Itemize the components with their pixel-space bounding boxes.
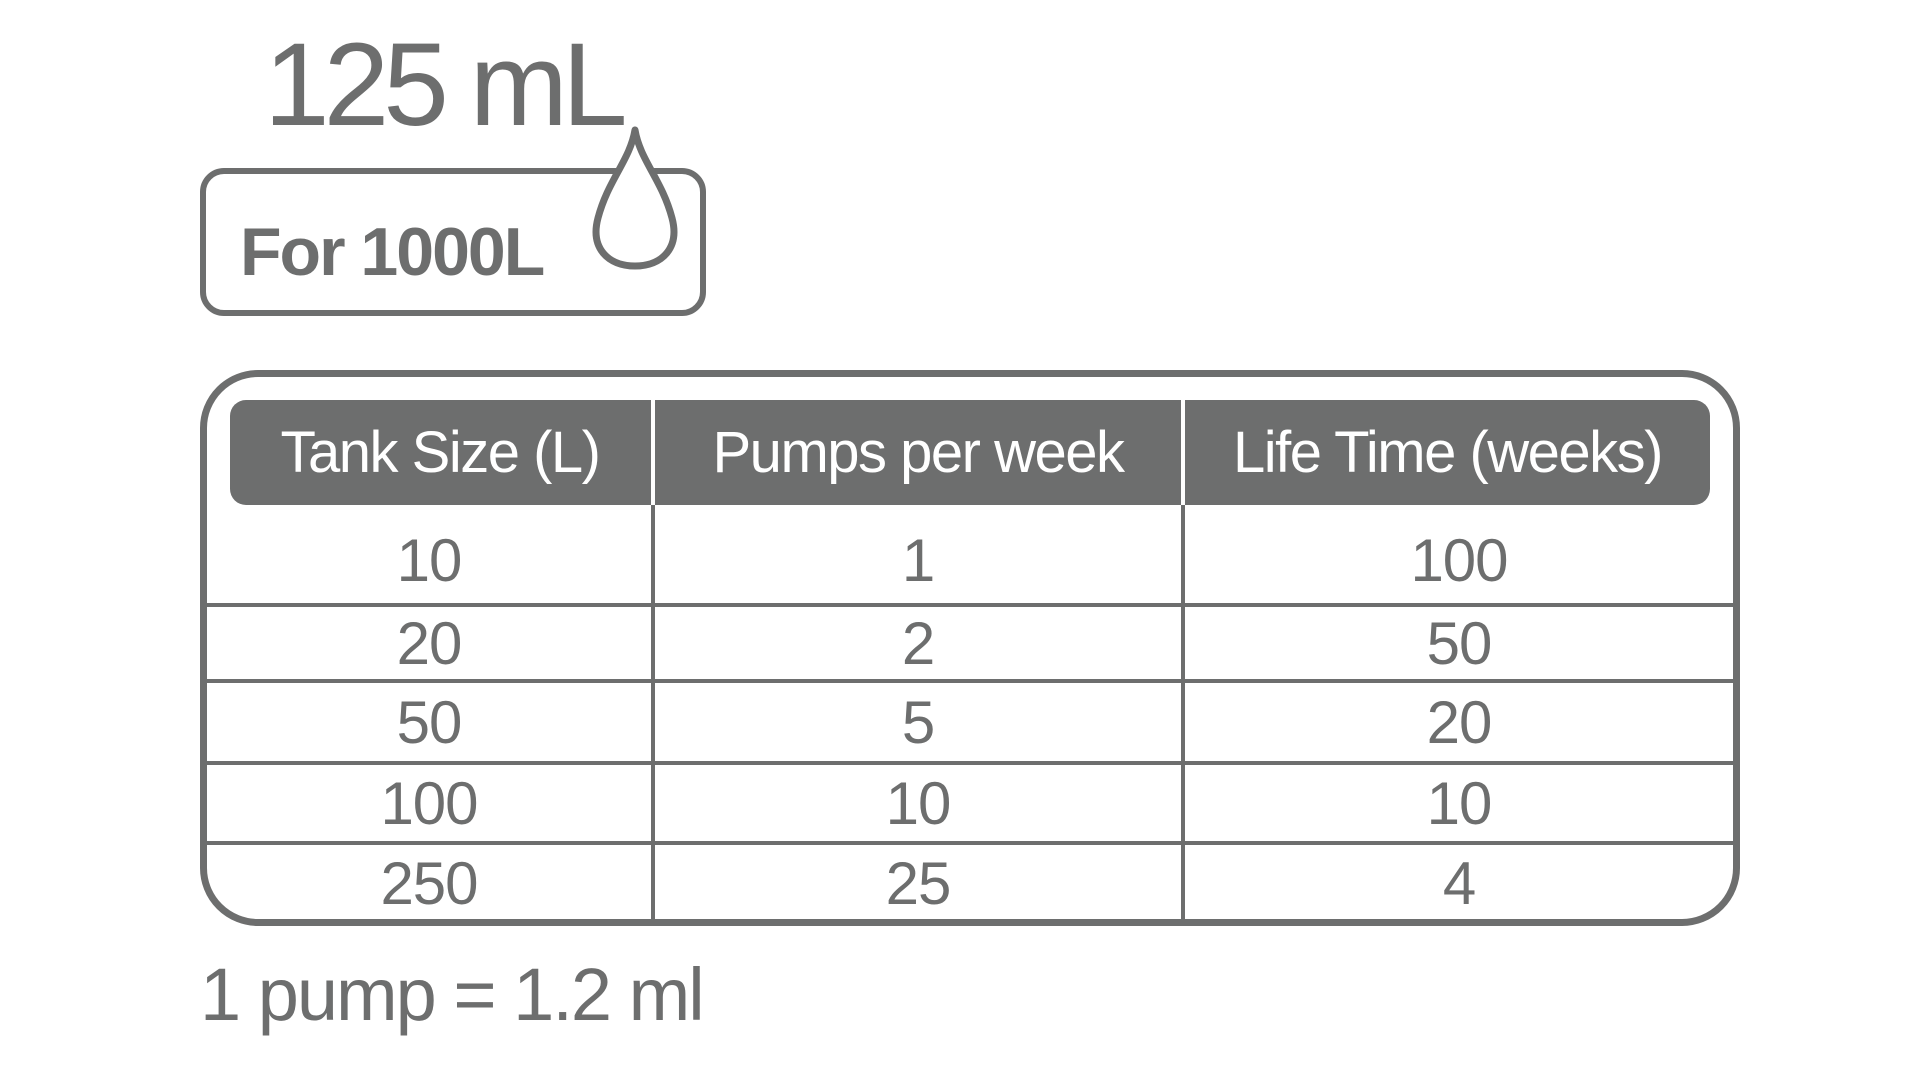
- header-divider: [1181, 400, 1185, 505]
- table-header: Tank Size (L) Pumps per week Life Time (…: [230, 400, 1710, 505]
- table-row: 50 5 20: [207, 683, 1733, 761]
- header-pumps-per-week: Pumps per week: [712, 420, 1125, 485]
- row-divider: [207, 679, 1733, 683]
- dosage-label: For 1000L: [240, 214, 545, 290]
- row-divider: [207, 761, 1733, 765]
- cell-life-time: 4: [1442, 849, 1476, 917]
- cell-pumps: 10: [885, 769, 952, 837]
- water-drop-icon: [592, 126, 678, 270]
- cell-tank-size: 250: [380, 849, 478, 917]
- column-divider: [651, 505, 655, 919]
- cell-tank-size: 10: [396, 526, 463, 594]
- cell-life-time: 10: [1426, 769, 1493, 837]
- cell-tank-size: 20: [396, 609, 463, 677]
- header-divider: [651, 400, 655, 505]
- table-row: 20 2 50: [207, 607, 1733, 679]
- cell-tank-size: 50: [396, 688, 463, 756]
- table-row: 250 25 4: [207, 845, 1733, 919]
- pump-volume-footnote: 1 pump = 1.2 ml: [200, 953, 705, 1036]
- row-divider: [207, 841, 1733, 845]
- cell-life-time: 20: [1426, 688, 1493, 756]
- table-row: 100 10 10: [207, 765, 1733, 841]
- cell-pumps: 2: [901, 609, 935, 677]
- cell-life-time: 50: [1426, 609, 1493, 677]
- row-divider: [207, 603, 1733, 607]
- header-tank-size: Tank Size (L): [280, 420, 601, 485]
- header-life-time: Life Time (weeks): [1233, 420, 1663, 485]
- dosage-table: Tank Size (L) Pumps per week Life Time (…: [200, 370, 1740, 926]
- cell-life-time: 100: [1410, 526, 1508, 594]
- table-row: 10 1 100: [207, 517, 1733, 603]
- cell-pumps: 25: [885, 849, 952, 917]
- cell-pumps: 1: [901, 526, 935, 594]
- cell-pumps: 5: [901, 688, 935, 756]
- volume-label: 125 mL: [264, 19, 628, 151]
- cell-tank-size: 100: [380, 769, 478, 837]
- column-divider: [1181, 505, 1185, 919]
